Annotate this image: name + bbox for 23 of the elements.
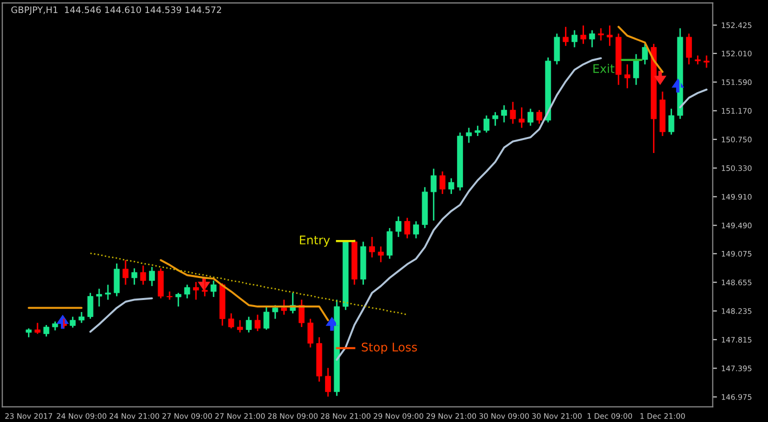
candlestick [466, 127, 472, 144]
candlestick [166, 290, 172, 300]
candlestick [281, 299, 287, 316]
annotation: Entry [300, 236, 330, 247]
candlestick [369, 236, 375, 258]
candlestick [580, 24, 586, 45]
candlestick [606, 24, 613, 47]
candlestick [26, 328, 32, 338]
annotation: Exit [593, 64, 614, 73]
annotation: Stop Loss [362, 342, 417, 354]
candlestick [694, 54, 701, 66]
candlestick [704, 54, 710, 68]
chart-title: GBPJPY,H1 144.546 144.610 144.539 144.572 [11, 6, 222, 15]
candlestick [237, 319, 243, 334]
candlestick [149, 266, 155, 287]
candlestick [492, 111, 498, 126]
candlestick [202, 278, 208, 297]
candlestick [34, 322, 40, 335]
candlestick [272, 304, 278, 320]
candlestick [193, 281, 199, 300]
candlestick [474, 125, 481, 137]
candlestick [78, 311, 84, 324]
line-series [90, 252, 408, 316]
